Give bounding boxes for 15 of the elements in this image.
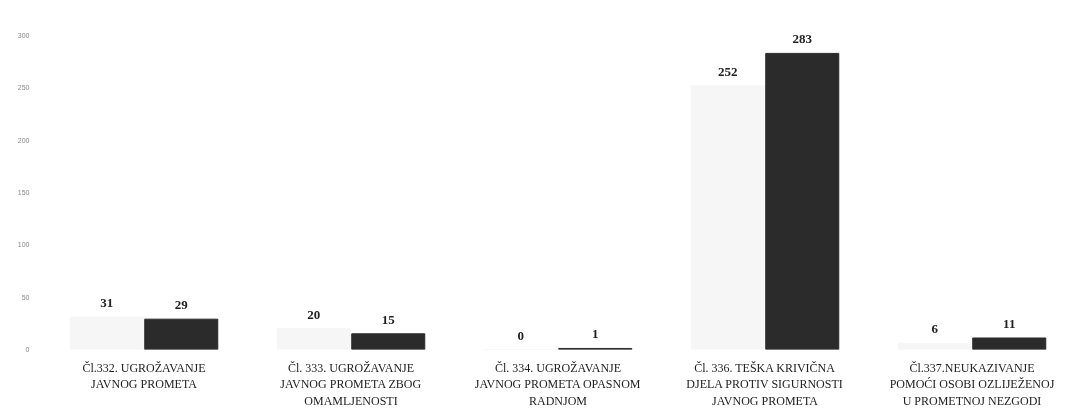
data-label: 6 [931, 321, 939, 337]
data-label: 0 [517, 327, 524, 343]
x-tick-label: Čl. 334. UGROŽAVANJE JAVNOG PROMETA OPASNOM RADNJOM [474, 360, 641, 409]
x-tick-label: Čl. 333. UGROŽAVANJE JAVNOG PROMETA ZBOG OMAMLJENOSTI [280, 360, 422, 409]
data-label: 20 [307, 306, 321, 322]
x-tick-label: Čl.337.NEUKAZIVANJE POMOĆI OSOBI OZLIJEŽENOJ U PROMETNOJ NEZGODI [889, 360, 1055, 409]
data-label: 283 [792, 31, 813, 47]
x-tick-label: Čl. 336. TEŠKA KRIVIČNA DJELA PROTIV SIGURNOSTI JAVNOG PROMETA [686, 360, 843, 409]
data-label: 31 [100, 295, 114, 311]
data-label: 15 [381, 311, 396, 327]
data-label: 29 [174, 297, 189, 313]
data-label: 252 [717, 63, 738, 79]
data-label: 11 [1003, 315, 1016, 331]
x-tick-label: Čl.332. UGROŽAVANJE JAVNOG PROMETA [82, 360, 206, 392]
data-label: 1 [592, 326, 599, 342]
